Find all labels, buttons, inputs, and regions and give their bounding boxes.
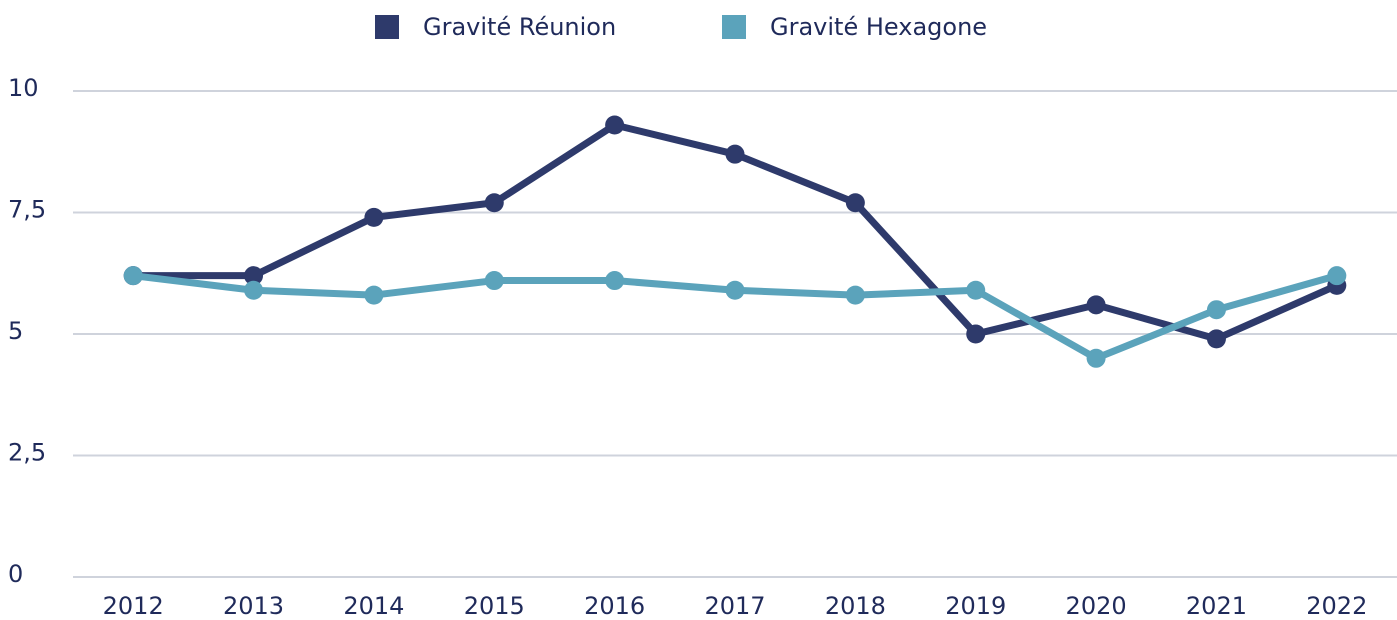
point: [966, 324, 986, 344]
point: [364, 285, 384, 305]
point: [244, 280, 264, 300]
point: [845, 193, 865, 213]
x-tick-label: 2022: [1306, 592, 1367, 620]
x-tick-label: 2018: [825, 592, 886, 620]
series: [123, 115, 1347, 349]
legend-label: Gravité Réunion: [423, 13, 616, 41]
x-tick-label: 2015: [464, 592, 525, 620]
x-tick-label: 2014: [343, 592, 404, 620]
legend-label: Gravité Hexagone: [770, 13, 987, 41]
x-tick-label: 2020: [1066, 592, 1127, 620]
legend-swatch: [722, 15, 746, 39]
point: [484, 271, 504, 291]
point: [605, 271, 625, 291]
legend-item: Gravité Réunion: [375, 13, 616, 41]
y-tick-label: 5: [8, 317, 23, 345]
point: [605, 115, 625, 135]
point: [966, 280, 986, 300]
point: [364, 207, 384, 227]
y-tick-label: 7,5: [8, 196, 46, 224]
point: [1206, 300, 1226, 320]
x-tick-label: 2017: [704, 592, 765, 620]
point: [123, 266, 143, 286]
x-tick-label: 2012: [103, 592, 164, 620]
point: [845, 285, 865, 305]
series: [123, 266, 1347, 368]
point: [484, 193, 504, 213]
point: [725, 144, 745, 164]
point: [1086, 348, 1106, 368]
x-tick-label: 2013: [223, 592, 284, 620]
x-tick-label: 2016: [584, 592, 645, 620]
point: [1086, 295, 1106, 315]
y-tick-label: 0: [8, 560, 23, 588]
y-tick-label: 2,5: [8, 439, 46, 467]
x-tick-label: 2019: [945, 592, 1006, 620]
legend-swatch: [375, 15, 399, 39]
y-tick-label: 10: [8, 74, 39, 102]
point: [1206, 329, 1226, 349]
legend-item: Gravité Hexagone: [722, 13, 987, 41]
x-tick-label: 2021: [1186, 592, 1247, 620]
point: [1327, 266, 1347, 286]
point: [244, 266, 264, 286]
point: [725, 280, 745, 300]
